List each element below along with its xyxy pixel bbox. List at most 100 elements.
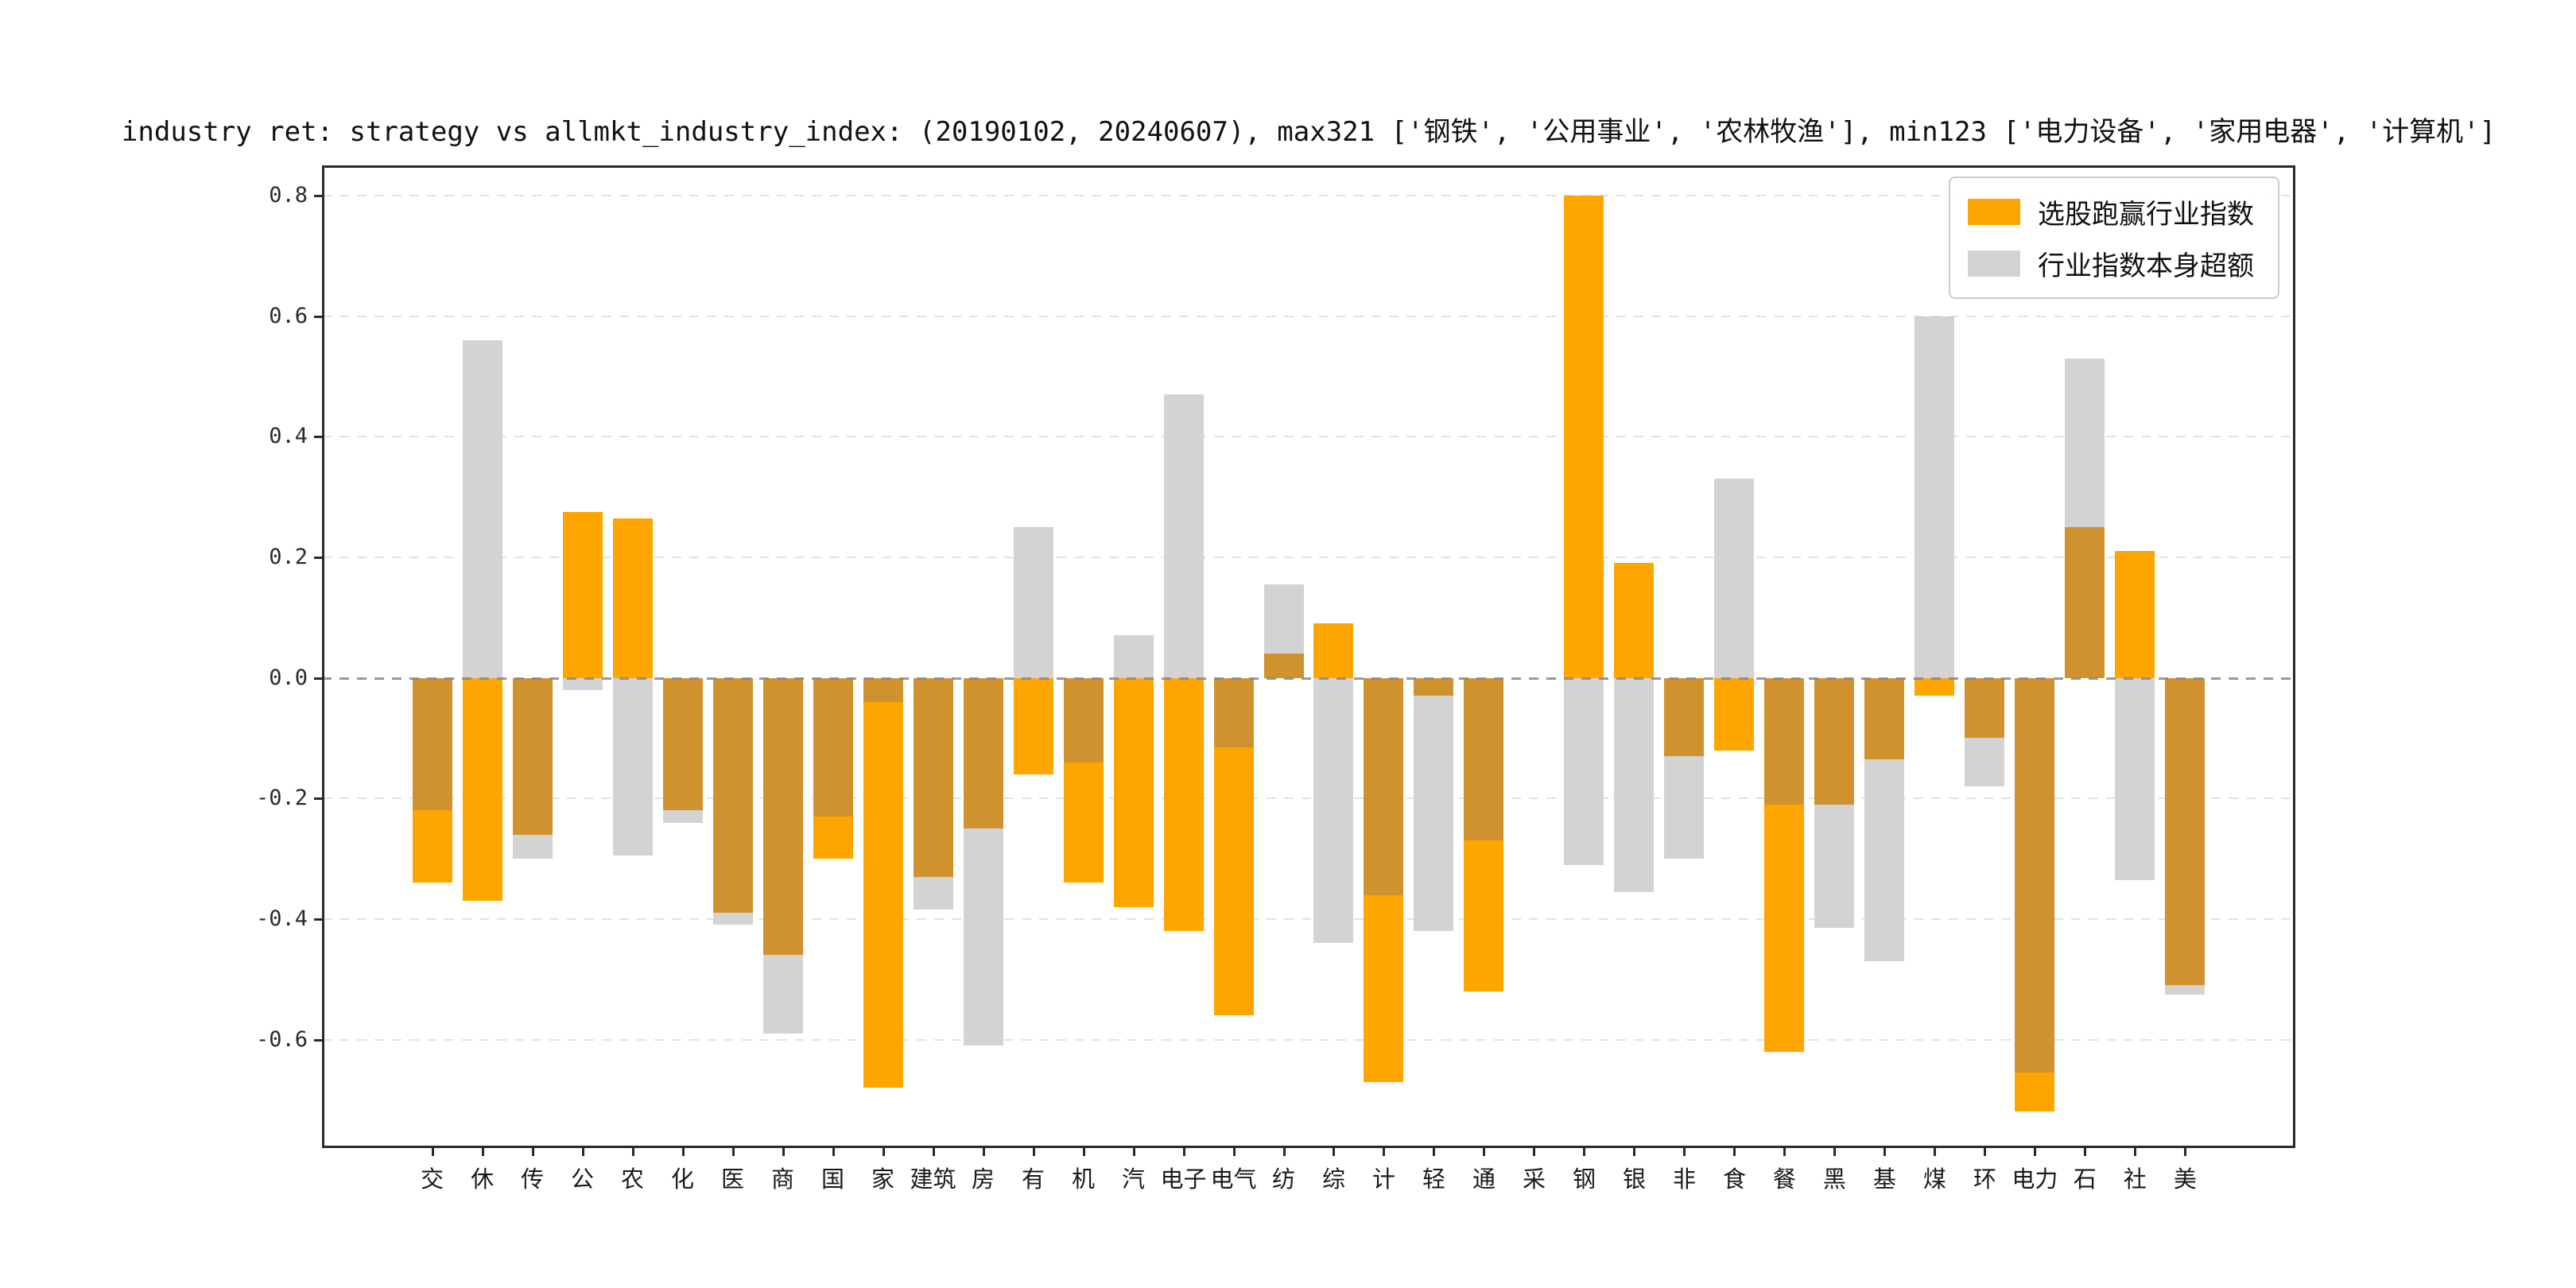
bar-strategy — [813, 816, 853, 859]
x-tick-mark — [1934, 1148, 1937, 1156]
bar-index — [613, 677, 653, 856]
bar-index — [1714, 479, 1754, 678]
x-axis-category-label: 电力 — [2012, 1166, 2058, 1193]
bar-index — [1313, 677, 1353, 944]
x-tick-mark — [481, 1148, 484, 1156]
x-axis-category-label: 环 — [1973, 1166, 1996, 1193]
bar-strategy — [1164, 677, 1204, 931]
bar-strategy — [2015, 1073, 2054, 1112]
bar-strategy — [1064, 762, 1104, 883]
x-axis-category-label: 综 — [1321, 1166, 1345, 1193]
y-axis-tick-label: 0.0 — [269, 665, 308, 690]
bar-index — [914, 876, 953, 910]
bar-overlap — [1214, 677, 1254, 747]
bar-strategy — [1364, 894, 1403, 1082]
bar-index — [1264, 584, 1304, 654]
y-tick-mark — [314, 797, 322, 801]
bar-overlap — [813, 677, 853, 817]
x-axis-category-label: 计 — [1371, 1166, 1395, 1193]
bar-index — [2115, 677, 2155, 880]
x-axis-category-label: 传 — [521, 1166, 545, 1193]
x-axis-category-label: 非 — [1672, 1166, 1696, 1193]
bar-strategy — [863, 701, 903, 1088]
bar-overlap — [1464, 677, 1503, 841]
x-axis-category-label: 有 — [1022, 1166, 1046, 1193]
x-axis-category-label: 国 — [821, 1166, 845, 1193]
y-axis-tick-label: -0.2 — [255, 786, 308, 811]
y-axis-tick-label: -0.6 — [255, 1026, 308, 1052]
x-axis-category-label: 轻 — [1422, 1166, 1445, 1193]
x-tick-mark — [782, 1148, 785, 1156]
x-axis-category-label: 石 — [2073, 1166, 2097, 1193]
bar-index — [1814, 804, 1854, 929]
x-tick-mark — [1884, 1148, 1887, 1156]
x-axis-category-label: 农 — [621, 1166, 645, 1193]
x-tick-mark — [1032, 1148, 1035, 1156]
x-axis-category-label: 交 — [421, 1166, 444, 1193]
bar-index — [763, 955, 803, 1034]
y-tick-mark — [314, 1038, 322, 1042]
bar-overlap — [1264, 654, 1304, 678]
x-axis-category-label: 钢 — [1572, 1166, 1596, 1193]
bar-index — [1614, 677, 1654, 892]
x-tick-mark — [1733, 1148, 1736, 1156]
x-tick-mark — [832, 1148, 835, 1156]
x-axis-category-label: 电气 — [1210, 1166, 1257, 1193]
bar-index — [2165, 985, 2205, 995]
x-tick-mark — [1633, 1148, 1636, 1156]
x-axis-category-label: 化 — [671, 1166, 695, 1193]
x-tick-mark — [1984, 1148, 1987, 1156]
bar-overlap — [1364, 677, 1403, 895]
x-tick-mark — [1182, 1148, 1185, 1156]
bar-overlap — [763, 677, 803, 956]
legend-label-index: 行业指数本身超额 — [2038, 250, 2254, 282]
x-tick-mark — [2084, 1148, 2087, 1156]
y-tick-mark — [314, 677, 322, 680]
bar-overlap — [1664, 677, 1704, 757]
x-tick-mark — [631, 1148, 634, 1156]
x-tick-mark — [1783, 1148, 1787, 1156]
x-tick-mark — [932, 1148, 935, 1156]
bar-strategy — [413, 810, 452, 883]
x-tick-mark — [581, 1148, 584, 1156]
bar-index — [513, 834, 553, 859]
bar-strategy — [1114, 677, 1154, 907]
bar-strategy — [1714, 677, 1754, 751]
legend-swatch-index-icon — [1968, 250, 2020, 277]
x-tick-mark — [1232, 1148, 1236, 1156]
bar-strategy — [463, 677, 502, 902]
x-axis-category-label: 医 — [721, 1166, 745, 1193]
x-tick-mark — [1683, 1148, 1686, 1156]
x-tick-mark — [2134, 1148, 2137, 1156]
bar-strategy — [1564, 195, 1604, 678]
bar-overlap — [413, 677, 452, 811]
bar-strategy — [1214, 747, 1254, 1016]
x-axis-category-label: 社 — [2123, 1166, 2147, 1193]
bar-strategy — [1464, 840, 1503, 991]
x-tick-mark — [1533, 1148, 1536, 1156]
bar-strategy — [1014, 677, 1053, 774]
gridline — [322, 436, 2295, 438]
x-tick-mark — [1483, 1148, 1486, 1156]
x-tick-mark — [1583, 1148, 1586, 1156]
bar-overlap — [964, 677, 1003, 829]
x-tick-mark — [681, 1148, 685, 1156]
x-tick-mark — [1833, 1148, 1837, 1156]
x-tick-mark — [1282, 1148, 1286, 1156]
y-tick-mark — [314, 194, 322, 197]
bar-strategy — [2115, 551, 2155, 678]
bar-index — [1915, 316, 1954, 678]
x-axis-category-label: 餐 — [1772, 1166, 1796, 1193]
x-tick-mark — [2184, 1148, 2187, 1156]
bar-overlap — [713, 677, 753, 914]
x-axis-category-label: 公 — [571, 1166, 595, 1193]
legend-item-strategy: 选股跑赢行业指数 — [1968, 192, 2254, 231]
x-tick-mark — [431, 1148, 434, 1156]
x-tick-mark — [982, 1148, 985, 1156]
x-axis-category-label: 煤 — [1922, 1166, 1946, 1193]
bar-overlap — [1064, 677, 1104, 762]
x-tick-mark — [1333, 1148, 1336, 1156]
x-tick-mark — [731, 1148, 735, 1156]
bar-overlap — [1814, 677, 1854, 805]
